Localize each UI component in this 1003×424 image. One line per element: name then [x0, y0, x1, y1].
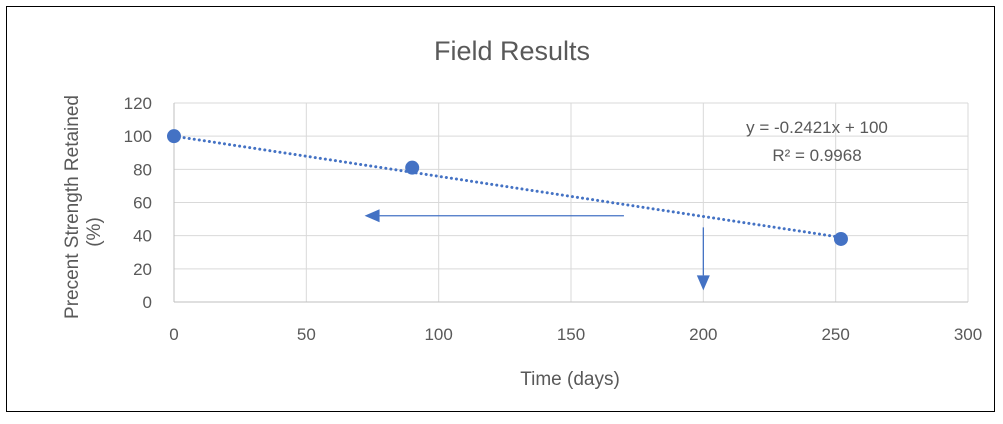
- tick-labels: 0 20 40 60 80 100 120 0 50 100 150 200 250 300: [124, 94, 983, 344]
- x-tick-label-0: 0: [169, 325, 178, 344]
- x-tick-label-300: 300: [954, 325, 982, 344]
- gridlines: [174, 102, 969, 302]
- y-tick-label-20: 20: [133, 260, 152, 279]
- arrow-left-head: [364, 209, 380, 223]
- y-tick-label-60: 60: [133, 194, 152, 213]
- y-tick-label-120: 120: [124, 94, 152, 113]
- data-point-1: [167, 129, 181, 144]
- y-tick-label-80: 80: [133, 160, 152, 179]
- x-tick-label-250: 250: [821, 325, 849, 344]
- data-point-3: [833, 231, 848, 246]
- y-axis-label-line1: Precent Strength Retained: [62, 95, 83, 319]
- data-point-2: [405, 160, 420, 175]
- y-tick-label-100: 100: [124, 127, 152, 146]
- x-tick-label-200: 200: [689, 325, 717, 344]
- trendline-r-squared: R² = 0.9968: [772, 146, 861, 165]
- trendline-equation: y = -0.2421x + 100: [746, 118, 888, 137]
- x-tick-label-150: 150: [557, 325, 585, 344]
- chart-border: [6, 6, 995, 412]
- trendline-layer: [172, 134, 843, 239]
- x-tick-label-100: 100: [424, 325, 452, 344]
- x-axis-label: Time (days): [520, 369, 620, 390]
- y-tick-label-40: 40: [133, 227, 152, 246]
- y-axis-label-line2: (%): [84, 217, 105, 247]
- y-tick-label-0: 0: [143, 293, 152, 312]
- trendline: [172, 134, 843, 239]
- data-points: [167, 129, 848, 246]
- annotation-arrows: [364, 209, 710, 291]
- arrow-down-head: [696, 275, 710, 291]
- x-tick-label-50: 50: [297, 325, 316, 344]
- chart-title: Field Results: [434, 36, 590, 66]
